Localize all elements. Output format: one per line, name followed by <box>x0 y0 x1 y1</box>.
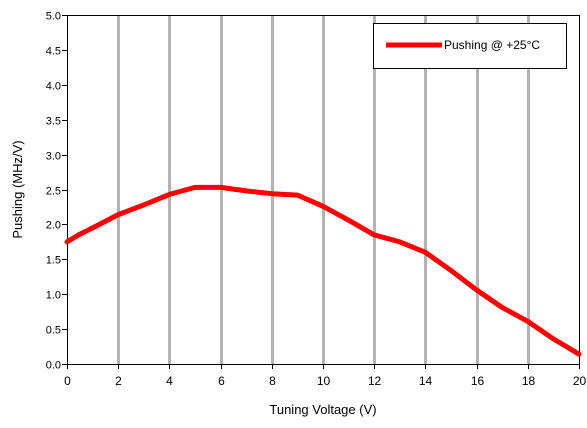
x-tick-label: 10 <box>317 374 331 388</box>
y-tick-label: 4.0 <box>46 81 61 93</box>
y-tick-label: 2.5 <box>46 186 61 198</box>
series-layer <box>64 184 582 357</box>
x-tick-label: 20 <box>573 374 587 388</box>
y-tick-label: 3.5 <box>46 116 61 128</box>
x-tick-label: 6 <box>218 374 225 388</box>
axis-ticks: 0 2 4 6 8 10 12 14 16 18 20 0.0 0.5 1.0 1.5 2.0 2.5 3.0 3.… <box>46 11 587 389</box>
y-tick-label: 0.5 <box>46 325 61 337</box>
y-tick-label: 2.0 <box>46 220 61 232</box>
x-tick-label: 8 <box>269 374 276 388</box>
y-tick-label: 5.0 <box>46 11 61 23</box>
y-tick-label: 3.0 <box>46 151 61 163</box>
x-tick-label: 4 <box>166 374 173 388</box>
y-axis-label: Pushing (MHz/V) <box>10 140 25 238</box>
grid-lines <box>117 15 530 364</box>
x-tick-label: 2 <box>115 374 122 388</box>
y-tick-label: 4.5 <box>46 46 61 58</box>
series-line-0 <box>64 184 582 357</box>
x-tick-label: 16 <box>471 374 485 388</box>
y-tick-label: 0.0 <box>46 360 61 372</box>
legend: Pushing @ +25°C <box>373 23 567 69</box>
x-tick-label: 18 <box>522 374 536 388</box>
y-tick-label: 1.5 <box>46 255 61 267</box>
x-axis-label: Tuning Voltage (V) <box>269 402 376 417</box>
x-tick-label: 0 <box>64 374 71 388</box>
legend-label-series-0: Pushing @ +25°C <box>444 38 540 52</box>
y-tick-label: 1.0 <box>46 290 61 302</box>
x-tick-label: 12 <box>368 374 382 388</box>
x-tick-label: 14 <box>419 374 433 388</box>
